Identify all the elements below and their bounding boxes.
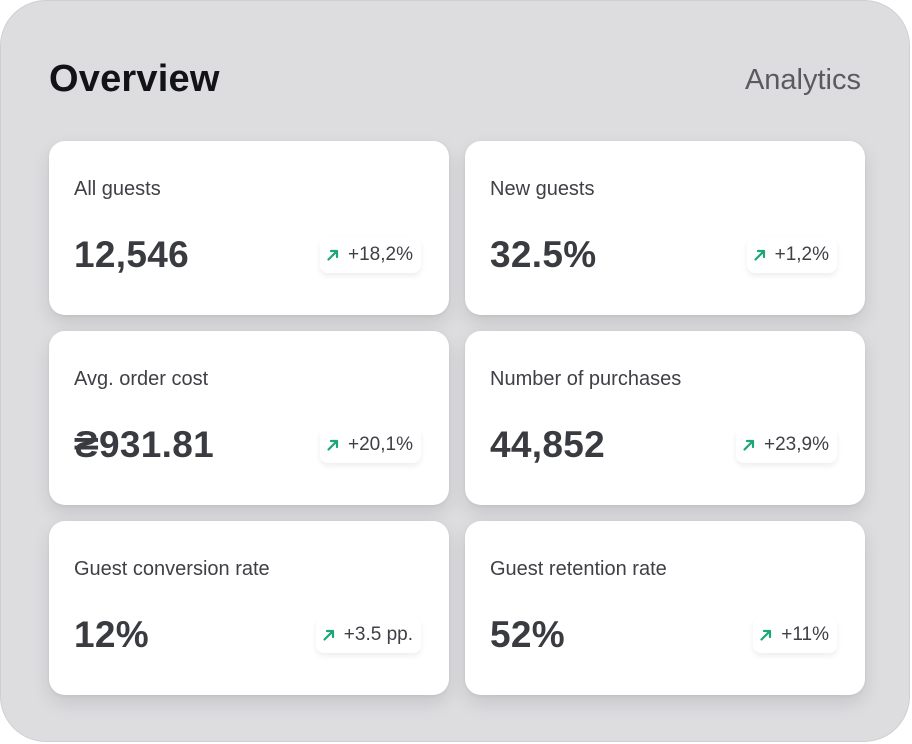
metric-label: Avg. order cost <box>74 368 209 390</box>
metric-label: All guests <box>74 178 161 200</box>
trend-value: +20,1% <box>348 434 413 455</box>
metric-card-all-guests[interactable]: All guests 12,546 +18,2% <box>49 141 449 315</box>
metric-value: 32.5% <box>490 234 597 275</box>
metric-label: Guest retention rate <box>490 558 667 580</box>
trend-value: +1,2% <box>774 244 829 265</box>
metric-label: New guests <box>490 178 595 200</box>
metric-card-new-guests[interactable]: New guests 32.5% +1,2% <box>465 141 865 315</box>
trend-value: +11% <box>781 624 829 645</box>
trend-value: +18,2% <box>348 244 413 265</box>
arrow-up-right-icon <box>327 439 339 451</box>
metric-label: Number of purchases <box>490 368 682 390</box>
trend-badge: +23,9% <box>736 427 837 463</box>
metric-value: 52% <box>490 614 565 655</box>
trend-value: +23,9% <box>764 434 829 455</box>
analytics-link[interactable]: Analytics <box>744 64 861 96</box>
trend-badge: +3.5 pp. <box>315 617 421 653</box>
arrow-up-right-icon <box>760 629 772 641</box>
metric-value: ₴931.81 <box>74 424 214 465</box>
metric-value: 12,546 <box>74 234 189 275</box>
arrow-up-right-icon <box>743 439 755 451</box>
metric-card-avg-order-cost[interactable]: Avg. order cost ₴931.81 +20,1% <box>49 331 449 505</box>
arrow-up-right-icon <box>753 249 765 261</box>
metric-value: 44,852 <box>490 424 605 465</box>
trend-badge: +11% <box>753 617 837 653</box>
metric-card-guest-conversion-rate[interactable]: Guest conversion rate 12% +3.5 pp. <box>49 521 449 695</box>
metric-label: Guest conversion rate <box>74 558 270 580</box>
metric-card-number-of-purchases[interactable]: Number of purchases 44,852 +23,9% <box>465 331 865 505</box>
arrow-up-right-icon <box>327 249 339 261</box>
trend-badge: +18,2% <box>320 237 421 273</box>
page-title: Overview <box>49 58 220 100</box>
trend-value: +3.5 pp. <box>343 624 413 645</box>
arrow-up-right-icon <box>323 629 334 641</box>
trend-badge: +20,1% <box>320 427 421 463</box>
metric-card-guest-retention-rate[interactable]: Guest retention rate 52% +11% <box>465 521 865 695</box>
trend-badge: +1,2% <box>746 237 837 273</box>
metric-value: 12% <box>74 614 149 655</box>
